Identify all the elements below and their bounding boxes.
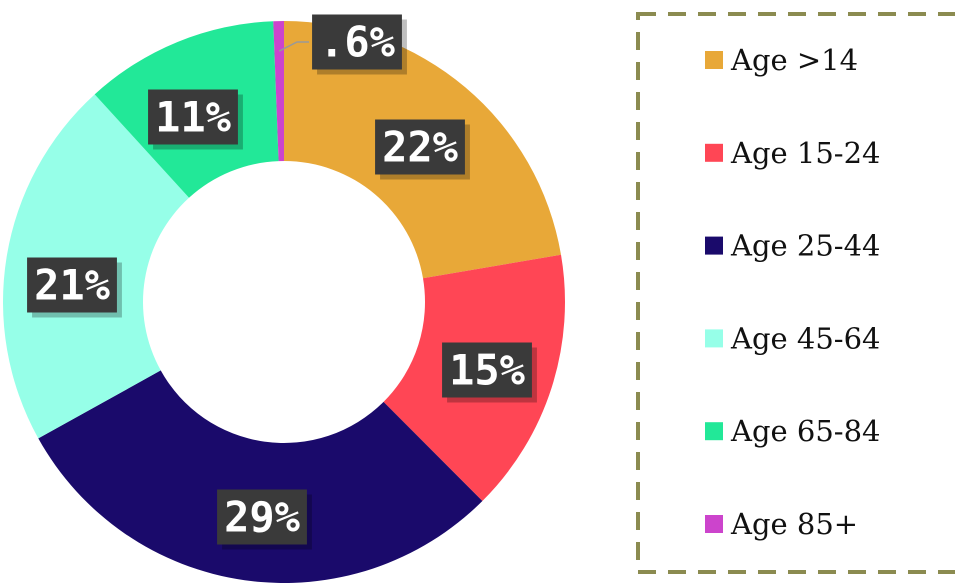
legend-label: Age 85+ [730, 507, 858, 541]
data-label: 21% [27, 257, 122, 318]
label-box [217, 489, 307, 545]
label-box [148, 89, 238, 145]
data-label: 15% [442, 342, 537, 403]
legend-frame [636, 12, 955, 574]
legend-swatch [705, 422, 723, 441]
data-label: 29% [217, 489, 312, 550]
donut-slice [38, 370, 483, 583]
label-box [312, 14, 402, 70]
data-label: 11% [148, 89, 243, 150]
leader-line [278, 41, 309, 52]
data-label: 22% [375, 119, 470, 180]
label-box [27, 257, 117, 313]
data-label: .6% [312, 14, 407, 75]
data-label-text: 22% [382, 123, 458, 172]
legend-label: Age 65-84 [730, 414, 881, 448]
data-label-text: .6% [319, 18, 395, 67]
legend-label: Age 15-24 [730, 136, 881, 170]
legend-swatch [705, 329, 723, 348]
label-box [442, 342, 532, 398]
label-box [375, 119, 465, 175]
legend-label: Age >14 [730, 43, 858, 77]
legend-label: Age 45-64 [730, 321, 881, 355]
donut-slice [273, 21, 284, 162]
data-label-text: 21% [34, 261, 110, 310]
legend-swatch [705, 51, 723, 69]
legend-swatch [705, 143, 723, 162]
legend-swatch [705, 236, 723, 255]
legend-label: Age 25-44 [730, 229, 881, 263]
data-label-text: 29% [224, 493, 300, 542]
data-label-text: 15% [449, 346, 525, 395]
legend-swatch [705, 515, 723, 533]
data-label-text: 11% [155, 93, 231, 142]
